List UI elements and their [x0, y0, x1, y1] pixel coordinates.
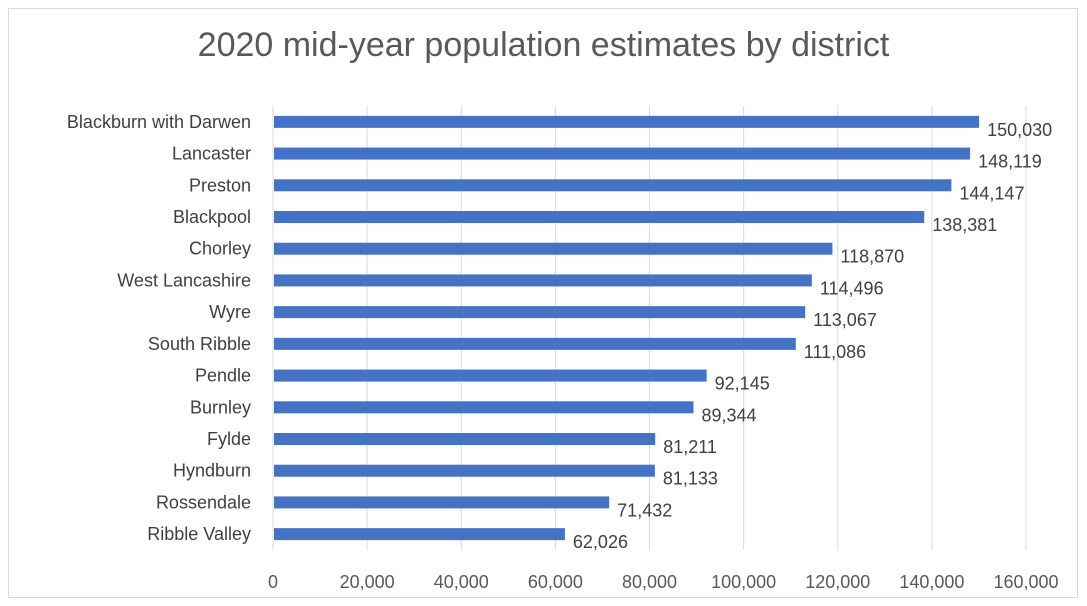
- data-label: 148,119: [978, 152, 1042, 172]
- x-tick-label: 40,000: [434, 572, 489, 592]
- category-label: Hyndburn: [173, 461, 251, 481]
- bar: [274, 115, 980, 128]
- x-tick-label: 80,000: [622, 572, 677, 592]
- bar: [274, 337, 796, 350]
- data-label: 71,432: [617, 500, 672, 520]
- category-label: Chorley: [189, 239, 251, 259]
- bar: [274, 528, 565, 541]
- data-label: 144,147: [959, 183, 1024, 203]
- data-label: 81,211: [663, 437, 717, 457]
- data-label: 111,086: [804, 342, 866, 362]
- x-tick-label: 140,000: [899, 572, 964, 592]
- category-label: Wyre: [209, 302, 251, 322]
- bar: [274, 433, 656, 445]
- category-label: Blackpool: [173, 207, 251, 227]
- category-label: Rossendale: [156, 492, 251, 512]
- x-tick-label: 20,000: [340, 572, 395, 592]
- x-tick-label: 120,000: [805, 572, 870, 592]
- data-label: 114,496: [820, 278, 884, 298]
- x-tick-label: 0: [268, 572, 278, 592]
- bar: [274, 147, 971, 160]
- data-label: 81,133: [663, 469, 718, 489]
- data-label: 118,870: [840, 247, 904, 267]
- category-label: Ribble Valley: [147, 524, 251, 544]
- bar: [274, 464, 655, 477]
- category-label: Burnley: [190, 397, 251, 417]
- chart-title: 2020 mid-year population estimates by di…: [197, 26, 890, 64]
- data-label: 62,026: [573, 532, 628, 552]
- category-label: Blackburn with Darwen: [67, 112, 251, 132]
- bar: [274, 211, 925, 223]
- category-label: Pendle: [195, 366, 251, 386]
- x-tick-label: 60,000: [528, 572, 583, 592]
- category-label: South Ribble: [148, 334, 251, 354]
- bar: [274, 274, 812, 287]
- data-label: 89,344: [701, 405, 756, 425]
- data-label: 92,145: [715, 374, 770, 394]
- category-label: West Lancashire: [117, 270, 251, 290]
- x-tick-label: 100,000: [711, 572, 776, 592]
- x-tick-label: 160,000: [993, 572, 1058, 592]
- data-label: 150,030: [987, 120, 1052, 140]
- bar: [274, 496, 610, 509]
- bar: [274, 401, 694, 414]
- data-label: 138,381: [932, 215, 997, 235]
- bar: [274, 306, 806, 319]
- bar: [274, 242, 833, 255]
- category-label: Fylde: [207, 429, 251, 449]
- bar: [274, 369, 707, 382]
- data-label: 113,067: [813, 310, 877, 330]
- category-label: Preston: [189, 175, 251, 195]
- category-label: Lancaster: [172, 144, 251, 164]
- bar: [274, 179, 952, 192]
